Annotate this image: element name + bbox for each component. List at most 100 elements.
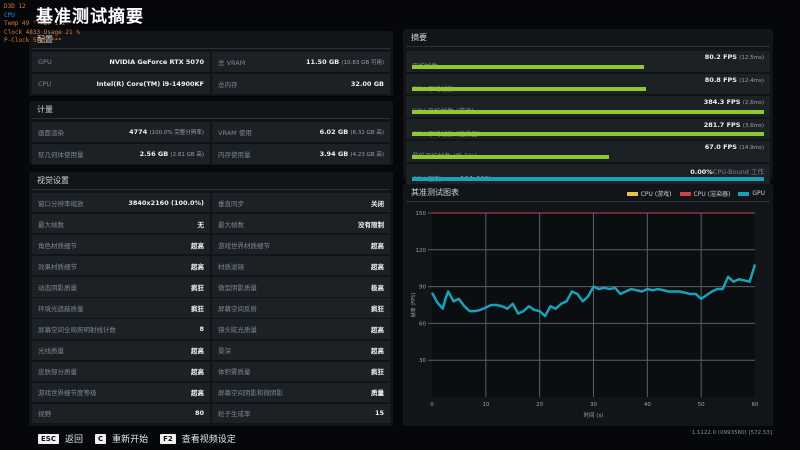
- video-item: 体积雾质量 疯狂: [212, 361, 390, 381]
- config-label: GPU: [38, 58, 52, 66]
- svg-text:120: 120: [416, 248, 427, 254]
- video-item: 视野 80: [32, 403, 210, 423]
- stats-panel: 计量 画面渲染 4774 (100.0% 完整分辨率) VRAM 使用 6.02 …: [29, 101, 393, 165]
- video-label: 窗口分辨率缩放: [38, 199, 84, 208]
- key-c-label[interactable]: 重新开始: [112, 435, 149, 445]
- key-c-button[interactable]: C: [94, 433, 107, 444]
- video-label: 垂直同步: [218, 199, 244, 208]
- summary-value: 80.2 FPS (12.5ms): [704, 53, 764, 61]
- video-item: 角色材质细节 超高: [32, 235, 210, 255]
- video-value: 超高: [371, 326, 384, 335]
- stats-label: 内存使用量: [218, 151, 251, 159]
- stats-item: 画面渲染 4774 (100.0% 完整分辨率): [32, 122, 210, 142]
- summary-row: GPU 平均帧数 80.8 FPS (12.4ms): [406, 73, 770, 94]
- video-item: 屏幕空间阴影和微阴影 质量: [212, 382, 390, 402]
- summary-bar: [412, 154, 610, 159]
- svg-text:40: 40: [644, 402, 651, 408]
- stats-value: 4774 (100.0% 完整分辨率): [129, 128, 204, 136]
- video-item: 效果材质细节 超高: [32, 256, 210, 276]
- video-label: 光线质量: [38, 347, 64, 356]
- svg-text:20: 20: [536, 402, 543, 408]
- svg-text:帧率 (FPS): 帧率 (FPS): [410, 293, 417, 318]
- video-label: 粒子生成率: [218, 410, 251, 419]
- version-label: 1.1122.0 (0993560) [572.53]: [691, 430, 772, 436]
- video-label: 镜头眩光质量: [218, 326, 257, 335]
- svg-text:时间 (s): 时间 (s): [584, 411, 604, 419]
- legend-label: CPU (游戏): [640, 191, 672, 198]
- video-item: 粒子生成率 15: [212, 403, 390, 423]
- svg-text:30: 30: [419, 358, 426, 364]
- key-f2-button[interactable]: F2: [160, 433, 176, 444]
- video-value: 80: [194, 409, 204, 418]
- svg-text:60: 60: [419, 321, 426, 327]
- legend-label: CPU (渲染器): [693, 191, 731, 198]
- legend-item: CPU (游戏): [626, 189, 672, 198]
- summary-bar: [412, 87, 647, 91]
- video-label: 屏幕空间阴影和微阴影: [218, 389, 283, 398]
- video-value: 超高: [191, 241, 204, 250]
- video-label: 景深: [218, 347, 231, 356]
- video-item: 垂直同步 关闭: [212, 193, 390, 213]
- video-item: 屏幕空间反射 疯狂: [212, 298, 390, 318]
- stats-label: 软几何体使用量: [38, 151, 84, 159]
- osd-cpu: CPU: [4, 11, 15, 19]
- video-item: 皮肤部分质量 超高: [32, 361, 210, 381]
- stats-heading: 计量: [32, 101, 390, 119]
- video-label: 游戏世界细节度等级: [38, 389, 97, 398]
- key-esc-label[interactable]: 返回: [64, 435, 83, 445]
- summary-row: 最低平均帧数 (后 5%) 67.0 FPS (14.9ms): [406, 141, 770, 162]
- video-value: 超高: [371, 241, 384, 250]
- video-item: 最大帧数 无: [32, 214, 210, 234]
- legend-swatch: [738, 191, 750, 196]
- stats-label: VRAM 使用: [218, 129, 252, 137]
- video-item: 环境光遮蔽质量 疯狂: [32, 298, 210, 318]
- video-item: 材质滤镜 超高: [212, 256, 390, 276]
- summary-bar: [412, 132, 764, 136]
- svg-text:60: 60: [752, 402, 759, 408]
- video-label: 皮肤部分质量: [38, 368, 77, 377]
- video-item: 光线质量 超高: [32, 340, 210, 360]
- video-label: 环境光遮蔽质量: [38, 304, 84, 313]
- video-value: 超高: [371, 347, 384, 356]
- svg-text:30: 30: [590, 402, 597, 408]
- config-panel: 配置 GPU NVIDIA GeForce RTX 5070 总 VRAM 11…: [29, 31, 393, 96]
- page-title: 基准测试摘要: [36, 7, 144, 27]
- svg-text:50: 50: [698, 402, 705, 408]
- summary-bar: [412, 64, 645, 69]
- stats-item: VRAM 使用 6.02 GB (6.32 GB 高): [212, 122, 390, 142]
- osd-temp: Temp 49 ° TDP 112 °: [4, 20, 73, 27]
- video-label: 屏幕空间反射: [218, 304, 257, 313]
- summary-bar: [412, 109, 764, 114]
- config-label: CPU: [38, 80, 52, 88]
- config-label: 总内存: [218, 81, 238, 89]
- key-esc-button[interactable]: ESC: [38, 433, 59, 444]
- legend-item: CPU (渲染器): [679, 189, 731, 198]
- stats-item: 软几何体使用量 2.56 GB (2.81 GB 高): [32, 144, 210, 164]
- video-label: 材质滤镜: [218, 262, 244, 271]
- video-item: 最大帧数 没有限制: [212, 214, 390, 234]
- video-value: 超高: [191, 262, 204, 271]
- video-value: 关闭: [371, 199, 384, 208]
- summary-heading: 摘要: [406, 29, 770, 47]
- osd-clock: Clock 4833 Usage 21 %: [4, 28, 80, 36]
- legend-swatch: [679, 191, 691, 196]
- video-value: 疯狂: [191, 304, 204, 313]
- performance-overlay: D3D 12 CPU Temp 49 ° TDP 112 ° Clock 483…: [4, 3, 80, 46]
- video-value: 超高: [191, 389, 204, 398]
- config-label: 总 VRAM: [218, 59, 246, 67]
- video-value: 超高: [371, 262, 384, 271]
- bound-bar: [412, 177, 764, 181]
- osd-api: D3D 12: [4, 3, 26, 10]
- osd-pclock: P-Clock 5700 ***: [4, 37, 62, 44]
- video-item: 窗口分辨率缩放 3840x2160 (100.0%): [32, 193, 210, 213]
- video-label: 动态阴影质量: [38, 283, 77, 292]
- summary-value: 281.7 FPS (3.6ms): [703, 120, 764, 129]
- config-item: GPU NVIDIA GeForce RTX 5070: [32, 52, 210, 72]
- video-heading: 视觉设置: [32, 172, 390, 190]
- config-value: 32.00 GB: [350, 80, 384, 88]
- bound-row: GPU 限制 100.00% 0.00%CPU-Bound 工作: [406, 163, 770, 184]
- video-value: 极高: [371, 283, 384, 292]
- config-value: Intel(R) Core(TM) i9-14900KF: [96, 80, 205, 88]
- video-label: 最大帧数: [38, 220, 64, 229]
- key-f2-label[interactable]: 查看视频设定: [181, 435, 236, 445]
